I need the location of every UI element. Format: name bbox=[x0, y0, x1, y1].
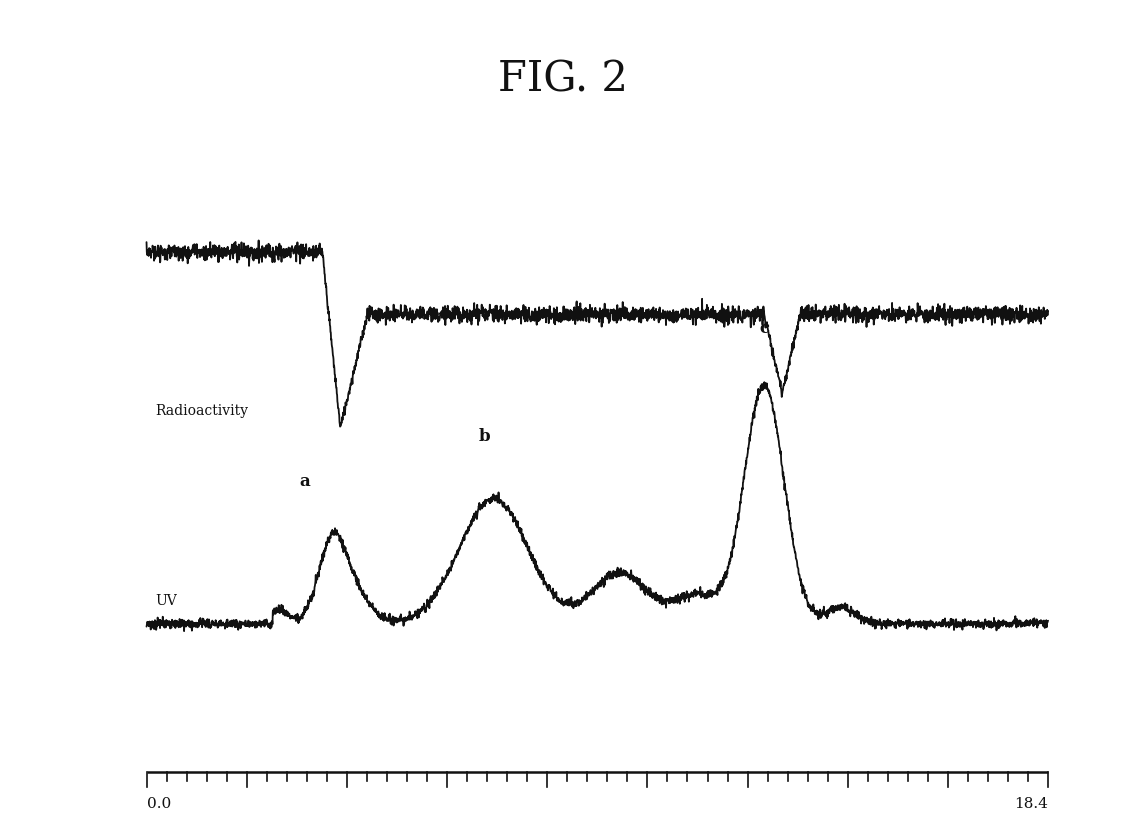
Text: b: b bbox=[479, 428, 490, 445]
Text: c: c bbox=[760, 320, 769, 337]
Text: UV: UV bbox=[156, 594, 177, 608]
Text: Radioactivity: Radioactivity bbox=[156, 404, 249, 418]
Text: 0.0: 0.0 bbox=[147, 797, 171, 812]
Text: a: a bbox=[299, 473, 310, 490]
Text: 18.4: 18.4 bbox=[1014, 797, 1048, 812]
Text: FIG. 2: FIG. 2 bbox=[498, 58, 629, 100]
